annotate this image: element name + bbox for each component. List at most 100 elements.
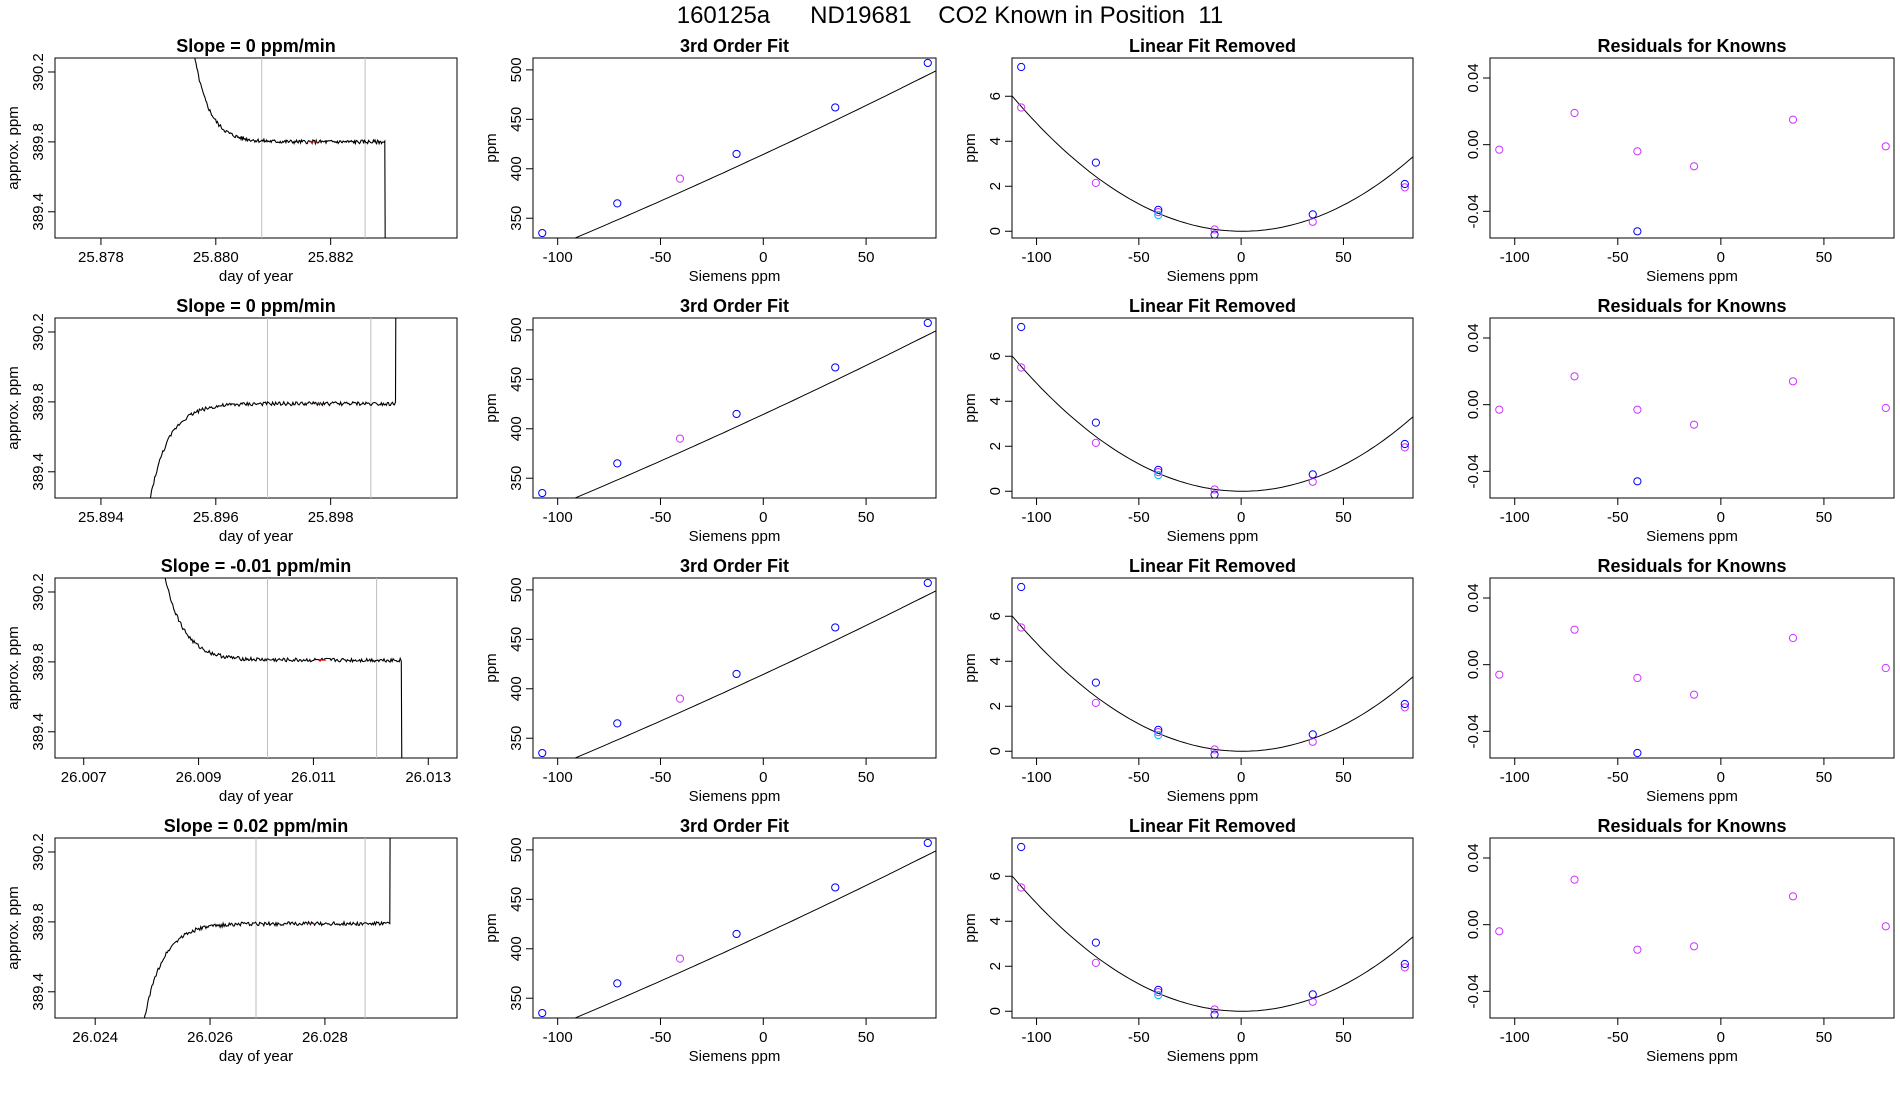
panel-2-3-ytick-label: 4 [987, 397, 1004, 405]
panel-1-3-ytick-label: 0 [987, 227, 1004, 235]
panel-1-3-ylabel: ppm [962, 133, 979, 162]
panel-4-4-point [1495, 927, 1504, 936]
panel-3-1-plot-area [164, 578, 403, 758]
panel-2-4-plot-area [1495, 372, 1890, 486]
panel-2-3-xtick-label: -100 [1022, 509, 1052, 526]
panel-2-2-point [675, 434, 685, 443]
panel-3-3-point [1400, 699, 1409, 709]
panel-1-3-point [1308, 210, 1317, 219]
panel-3-3-point [1210, 750, 1219, 758]
panel-2-4-point [1689, 420, 1699, 429]
panel-3-4-outlier-point [1633, 748, 1642, 758]
panel-4-4-plot-area [1495, 875, 1890, 954]
panel-2-1-xlabel: day of year [219, 528, 293, 545]
panel-3-4-plot-area [1495, 625, 1890, 758]
panel-3-4-ytick-label: 0.00 [1465, 650, 1482, 679]
panel-3-3-point [1308, 730, 1317, 739]
panel-1-2-point [831, 103, 840, 112]
panel-4-1-ytick-label: 390.2 [30, 833, 47, 871]
panel-2-2-point [613, 459, 622, 468]
panel-4-2-point [831, 883, 840, 892]
panel-2-3-ytick-label: 2 [987, 442, 1004, 450]
panel-3-3-xtick-label: -100 [1022, 769, 1052, 786]
panel-2-1-ytick-label: 389.4 [30, 453, 47, 491]
panel-4-2-ytick-label: 400 [508, 936, 525, 961]
panel-2-4-xtick-label: 50 [1816, 509, 1833, 526]
panel-3-3-ytick-label: 4 [987, 657, 1004, 665]
panel-3-3-std-point [1154, 728, 1163, 737]
panel-3-2-point [613, 719, 622, 728]
panel-2-3-std-point [1091, 438, 1100, 447]
panel-4-2-point [613, 979, 622, 988]
panel-4-2-point [538, 1008, 547, 1018]
panel-1-4-title: Residuals for Knowns [1597, 36, 1786, 56]
panel-4-3-point [1308, 990, 1317, 999]
panel-3-1-trace [164, 578, 403, 758]
panel-4-3-std-point [1400, 963, 1409, 972]
panel-4-3-fit-curve [1012, 875, 1413, 1012]
panel-2-1-trace [149, 318, 397, 498]
panel-1-2-xtick-label: -50 [650, 249, 672, 266]
panel-3-2-ytick-label: 500 [508, 577, 525, 602]
panel-1-3-std-point [1210, 225, 1219, 234]
panel-4-4-xtick-label: -100 [1500, 1029, 1530, 1046]
panel-2-3-std-point [1210, 485, 1219, 494]
panel-3-1-xlabel: day of year [219, 788, 293, 805]
panel-1-4-xlabel: Siemens ppm [1646, 268, 1738, 285]
panel-4-2-ylabel: ppm [483, 913, 500, 942]
panel-4-3-ylabel: ppm [962, 913, 979, 942]
panel-3-2-point [923, 578, 932, 588]
panel-2-4-title: Residuals for Knowns [1597, 296, 1786, 316]
panel-2-2-point [732, 409, 741, 419]
panel-1-4-xtick-label: -50 [1607, 249, 1629, 266]
panel-4-2-ytick-label: 350 [508, 986, 525, 1011]
panel-1-1-ytick-label: 389.8 [30, 123, 47, 161]
panel-1-2-ytick-label: 400 [508, 156, 525, 181]
panel-1-4-point [1788, 115, 1798, 124]
panel-4-2-xtick-label: 0 [759, 1029, 767, 1046]
panel-1-3-point [1154, 205, 1163, 214]
panel-1-2-point [732, 149, 741, 159]
panel-3-4-xtick-label: -50 [1607, 769, 1629, 786]
panel-1-3-point [1210, 230, 1219, 238]
panel-1-1-ytick-label: 389.4 [30, 193, 47, 231]
panel-1-4-outlier-point [1633, 227, 1642, 236]
panel-1-2-xlabel: Siemens ppm [689, 268, 781, 285]
panel-3-4-point [1881, 663, 1890, 673]
panel-4-4-xtick-label: 0 [1717, 1029, 1725, 1046]
panel-4-3-ytick-label: 0 [987, 1007, 1004, 1015]
panel-3-4-title: Residuals for Knowns [1597, 556, 1786, 576]
panel-4-1-title: Slope = 0.02 ppm/min [164, 816, 349, 836]
panel-2-2-ylabel: ppm [483, 393, 500, 422]
panel-1-1-xtick-label: 25.878 [78, 249, 124, 266]
panel-4-3-point [1400, 959, 1409, 969]
panel-2-3-point [1400, 439, 1409, 449]
panel-3-3-ytick-label: 6 [987, 612, 1004, 620]
panel-3-1-xtick-label: 26.011 [291, 769, 336, 786]
panel-2-4-ytick-label: 0.00 [1465, 390, 1482, 419]
panel-1-2-point [613, 199, 622, 208]
panel-1-3-point [1400, 179, 1409, 189]
panel-4-4-point [1633, 945, 1642, 954]
panel-3-1-xtick-label: 26.009 [176, 769, 222, 786]
page-title: 160125a ND19681 CO2 Known in Position 11 [676, 2, 1224, 29]
panel-1-3-xtick-label: 50 [1335, 249, 1352, 266]
panel-2-3-std-point [1400, 443, 1409, 452]
panel-2-1-xtick-label: 25.894 [78, 509, 124, 526]
panel-1-3-title: Linear Fit Removed [1129, 36, 1296, 56]
panel-2-2-xlabel: Siemens ppm [689, 528, 781, 545]
panel-3-2-frame [532, 577, 937, 759]
panel-1-2-point [675, 174, 685, 183]
panel-2-2-xtick-label: -100 [543, 509, 573, 526]
panel-2-3-ytick-label: 6 [987, 352, 1004, 360]
panel-2-2-point [831, 363, 840, 372]
panel-4-1-ytick-label: 389.4 [30, 973, 47, 1011]
panel-4-3-ytick-label: 6 [987, 872, 1004, 880]
panel-4-1-xtick-label: 26.024 [72, 1029, 118, 1046]
panel-2-3-point [1308, 470, 1317, 479]
panel-2-4-point [1788, 377, 1798, 386]
panel-3-1-ytick-label: 389.8 [30, 643, 47, 681]
panel-2-2-point [538, 488, 547, 498]
panel-3-3-point [1154, 725, 1163, 734]
